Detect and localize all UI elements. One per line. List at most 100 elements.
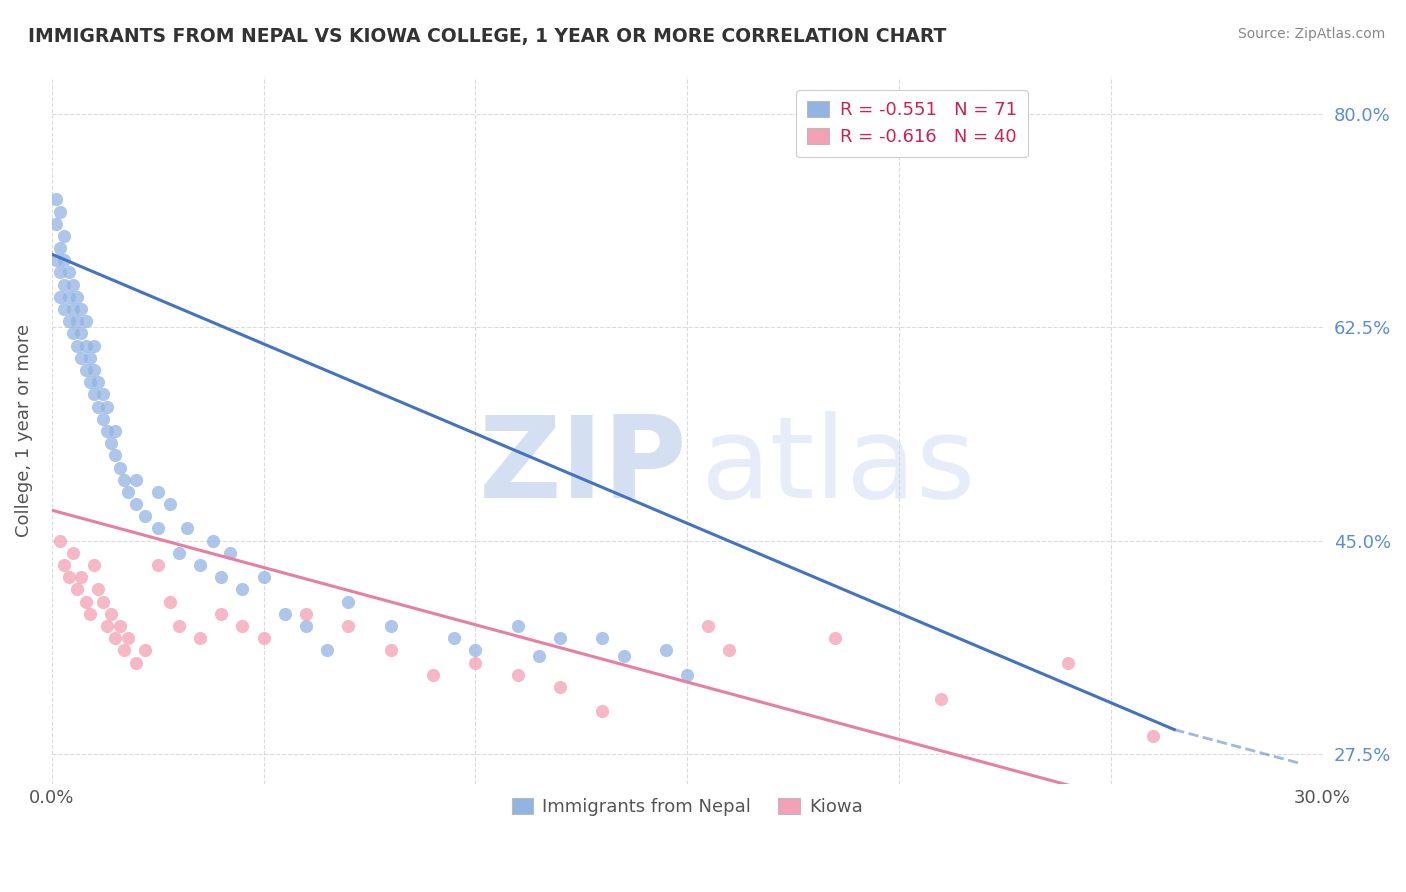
Point: [146, 521, 169, 535]
Point: [62, 326, 84, 341]
Text: atlas: atlas: [700, 411, 976, 522]
Point: [231, 582, 253, 597]
Point: [1142, 729, 1164, 743]
Text: ZIP: ZIP: [478, 411, 688, 522]
Point: [613, 649, 636, 664]
Point: [70, 351, 93, 365]
Point: [104, 448, 127, 462]
Point: [295, 607, 318, 621]
Text: IMMIGRANTS FROM NEPAL VS KIOWA COLLEGE, 1 YEAR OR MORE CORRELATION CHART: IMMIGRANTS FROM NEPAL VS KIOWA COLLEGE, …: [28, 27, 946, 45]
Point: [49, 241, 72, 255]
Point: [87, 582, 110, 597]
Point: [75, 314, 97, 328]
Point: [70, 301, 93, 316]
Point: [274, 607, 297, 621]
Point: [83, 558, 105, 572]
Point: [134, 643, 156, 657]
Point: [591, 704, 613, 718]
Point: [100, 436, 122, 450]
Point: [676, 667, 699, 681]
Point: [87, 400, 110, 414]
Point: [188, 631, 211, 645]
Point: [96, 619, 118, 633]
Point: [49, 533, 72, 548]
Point: [380, 619, 402, 633]
Y-axis label: College, 1 year or more: College, 1 year or more: [15, 325, 32, 538]
Point: [91, 387, 114, 401]
Point: [70, 570, 93, 584]
Point: [167, 619, 190, 633]
Point: [125, 473, 148, 487]
Point: [62, 546, 84, 560]
Point: [591, 631, 613, 645]
Point: [58, 290, 80, 304]
Point: [337, 594, 360, 608]
Point: [1057, 656, 1080, 670]
Point: [112, 473, 135, 487]
Point: [527, 649, 550, 664]
Point: [209, 607, 232, 621]
Point: [83, 338, 105, 352]
Point: [117, 484, 139, 499]
Point: [87, 375, 110, 389]
Point: [209, 570, 232, 584]
Point: [53, 228, 76, 243]
Point: [79, 375, 101, 389]
Point: [66, 338, 89, 352]
Point: [159, 497, 181, 511]
Point: [188, 558, 211, 572]
Point: [167, 546, 190, 560]
Point: [929, 692, 952, 706]
Point: [79, 607, 101, 621]
Point: [45, 217, 67, 231]
Point: [464, 643, 486, 657]
Point: [58, 314, 80, 328]
Point: [53, 301, 76, 316]
Point: [506, 667, 529, 681]
Point: [112, 643, 135, 657]
Point: [548, 631, 571, 645]
Point: [45, 192, 67, 206]
Point: [125, 656, 148, 670]
Point: [58, 570, 80, 584]
Point: [176, 521, 198, 535]
Point: [104, 424, 127, 438]
Point: [75, 363, 97, 377]
Point: [45, 253, 67, 268]
Point: [218, 546, 240, 560]
Point: [53, 277, 76, 292]
Point: [159, 594, 181, 608]
Point: [337, 619, 360, 633]
Point: [96, 400, 118, 414]
Point: [125, 497, 148, 511]
Text: Source: ZipAtlas.com: Source: ZipAtlas.com: [1237, 27, 1385, 41]
Point: [548, 680, 571, 694]
Point: [697, 619, 720, 633]
Point: [295, 619, 318, 633]
Point: [380, 643, 402, 657]
Point: [62, 301, 84, 316]
Point: [443, 631, 465, 645]
Point: [49, 290, 72, 304]
Point: [96, 424, 118, 438]
Point: [58, 265, 80, 279]
Point: [91, 411, 114, 425]
Point: [146, 484, 169, 499]
Point: [252, 631, 274, 645]
Point: [53, 253, 76, 268]
Point: [146, 558, 169, 572]
Point: [231, 619, 253, 633]
Point: [104, 631, 127, 645]
Point: [83, 363, 105, 377]
Point: [83, 387, 105, 401]
Point: [70, 326, 93, 341]
Point: [108, 460, 131, 475]
Point: [66, 314, 89, 328]
Point: [422, 667, 444, 681]
Point: [66, 582, 89, 597]
Point: [316, 643, 339, 657]
Point: [117, 631, 139, 645]
Point: [108, 619, 131, 633]
Point: [100, 607, 122, 621]
Point: [655, 643, 678, 657]
